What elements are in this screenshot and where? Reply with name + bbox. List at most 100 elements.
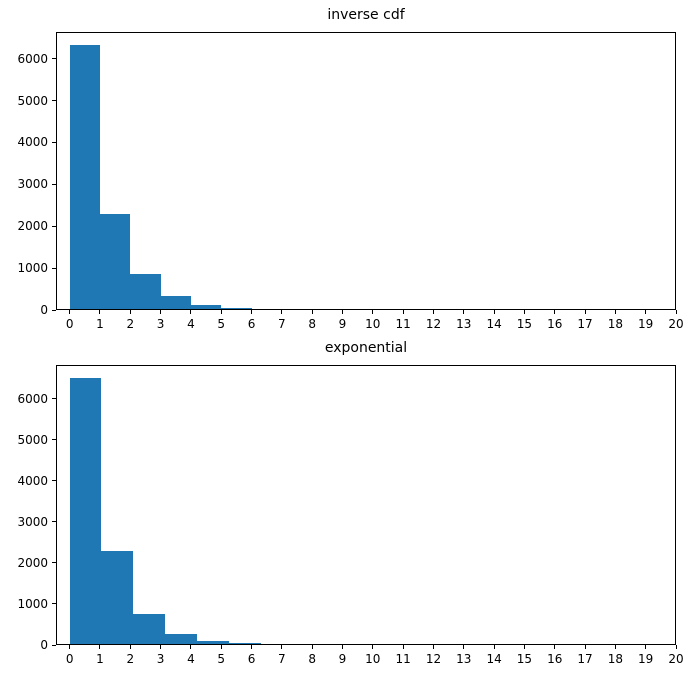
x-tick-label: 20 xyxy=(668,652,684,666)
y-tick-label: 2000 xyxy=(17,219,48,234)
y-tick-label: 0 xyxy=(40,638,48,652)
x-tick xyxy=(311,645,313,649)
x-tick-label: 8 xyxy=(308,652,316,666)
x-tick-label: 0 xyxy=(65,317,74,331)
x-tick-label: 17 xyxy=(577,652,593,666)
x-tick-label: 13 xyxy=(456,652,472,666)
x-tick xyxy=(129,645,131,649)
y-tick-label: 0 xyxy=(40,303,48,317)
x-tick xyxy=(675,645,677,649)
x-tick-label: 9 xyxy=(338,652,347,666)
x-tick xyxy=(69,645,71,649)
x-tick xyxy=(160,310,162,314)
y-tick-label: 6000 xyxy=(17,391,48,406)
y-tick-label: 3000 xyxy=(17,514,48,529)
x-tick-label: 18 xyxy=(607,317,623,331)
x-tick-label: 14 xyxy=(486,652,502,666)
x-tick xyxy=(614,645,616,649)
x-tick xyxy=(160,645,162,649)
x-tick-label: 1 xyxy=(96,652,104,666)
x-tick xyxy=(251,645,253,649)
x-tick xyxy=(493,645,495,649)
x-tick xyxy=(69,310,71,314)
x-tick-label: 11 xyxy=(395,652,411,666)
x-tick-label: 5 xyxy=(217,652,226,666)
y-tick xyxy=(52,225,56,227)
x-tick-label: 16 xyxy=(547,652,563,666)
x-tick-label: 2 xyxy=(126,652,135,666)
x-tick xyxy=(99,645,101,649)
y-tick xyxy=(52,644,56,646)
y-tick-label: 3000 xyxy=(17,177,48,192)
x-tick-label: 8 xyxy=(308,317,316,331)
y-tick-label: 5000 xyxy=(17,432,48,447)
histogram-bar xyxy=(69,45,100,310)
x-tick-label: 18 xyxy=(607,652,623,666)
axis-spine xyxy=(56,365,57,645)
x-tick xyxy=(311,310,313,314)
x-tick-label: 13 xyxy=(456,317,472,331)
y-tick xyxy=(52,603,56,605)
x-tick-label: 3 xyxy=(156,652,165,666)
y-tick xyxy=(52,480,56,482)
y-tick xyxy=(52,58,56,60)
y-tick-label: 4000 xyxy=(17,135,48,150)
x-tick-label: 7 xyxy=(278,317,286,331)
x-tick xyxy=(251,310,253,314)
x-tick-label: 10 xyxy=(365,317,381,331)
x-tick xyxy=(190,645,192,649)
x-tick xyxy=(220,645,222,649)
x-tick xyxy=(372,645,374,649)
y-tick xyxy=(52,100,56,102)
x-tick-label: 14 xyxy=(486,317,502,331)
x-tick-label: 6 xyxy=(247,652,256,666)
axis-spine xyxy=(56,32,676,33)
x-tick xyxy=(129,310,131,314)
x-tick xyxy=(584,645,586,649)
histogram-bar xyxy=(69,378,102,645)
x-tick-label: 11 xyxy=(395,317,411,331)
y-tick xyxy=(52,309,56,311)
y-tick xyxy=(52,521,56,523)
x-tick xyxy=(190,310,192,314)
x-tick xyxy=(523,310,525,314)
x-tick xyxy=(99,310,101,314)
x-tick xyxy=(402,645,404,649)
x-tick xyxy=(554,645,556,649)
y-tick xyxy=(52,267,56,269)
x-tick-label: 2 xyxy=(126,317,135,331)
histogram-bar xyxy=(190,304,222,310)
x-tick xyxy=(645,645,647,649)
x-tick-label: 19 xyxy=(638,652,654,666)
x-tick-label: 7 xyxy=(278,652,286,666)
axis-spine xyxy=(675,32,676,310)
y-tick-label: 1000 xyxy=(17,596,48,611)
y-tick-label: 6000 xyxy=(17,51,48,66)
x-tick-label: 3 xyxy=(156,317,165,331)
y-tick xyxy=(52,439,56,441)
x-tick-label: 15 xyxy=(516,317,533,331)
x-tick-label: 0 xyxy=(65,652,74,666)
axis-spine xyxy=(675,365,676,645)
x-tick xyxy=(432,310,434,314)
axis-spine xyxy=(56,644,676,645)
x-tick xyxy=(281,645,283,649)
y-tick xyxy=(52,562,56,564)
x-tick-label: 20 xyxy=(668,317,684,331)
x-tick-label: 19 xyxy=(638,317,654,331)
histogram-bar xyxy=(133,614,166,645)
x-tick xyxy=(523,645,525,649)
y-tick xyxy=(52,398,56,400)
x-tick-label: 16 xyxy=(547,317,563,331)
x-tick xyxy=(342,310,343,314)
x-tick xyxy=(554,310,556,314)
x-tick-label: 17 xyxy=(577,317,593,331)
x-tick xyxy=(463,645,465,649)
x-tick-label: 10 xyxy=(365,652,381,666)
x-tick xyxy=(493,310,495,314)
axis-spine xyxy=(56,365,676,366)
x-tick-label: 15 xyxy=(516,652,533,666)
histogram-bar xyxy=(99,213,131,310)
x-tick-label: 6 xyxy=(247,317,256,331)
